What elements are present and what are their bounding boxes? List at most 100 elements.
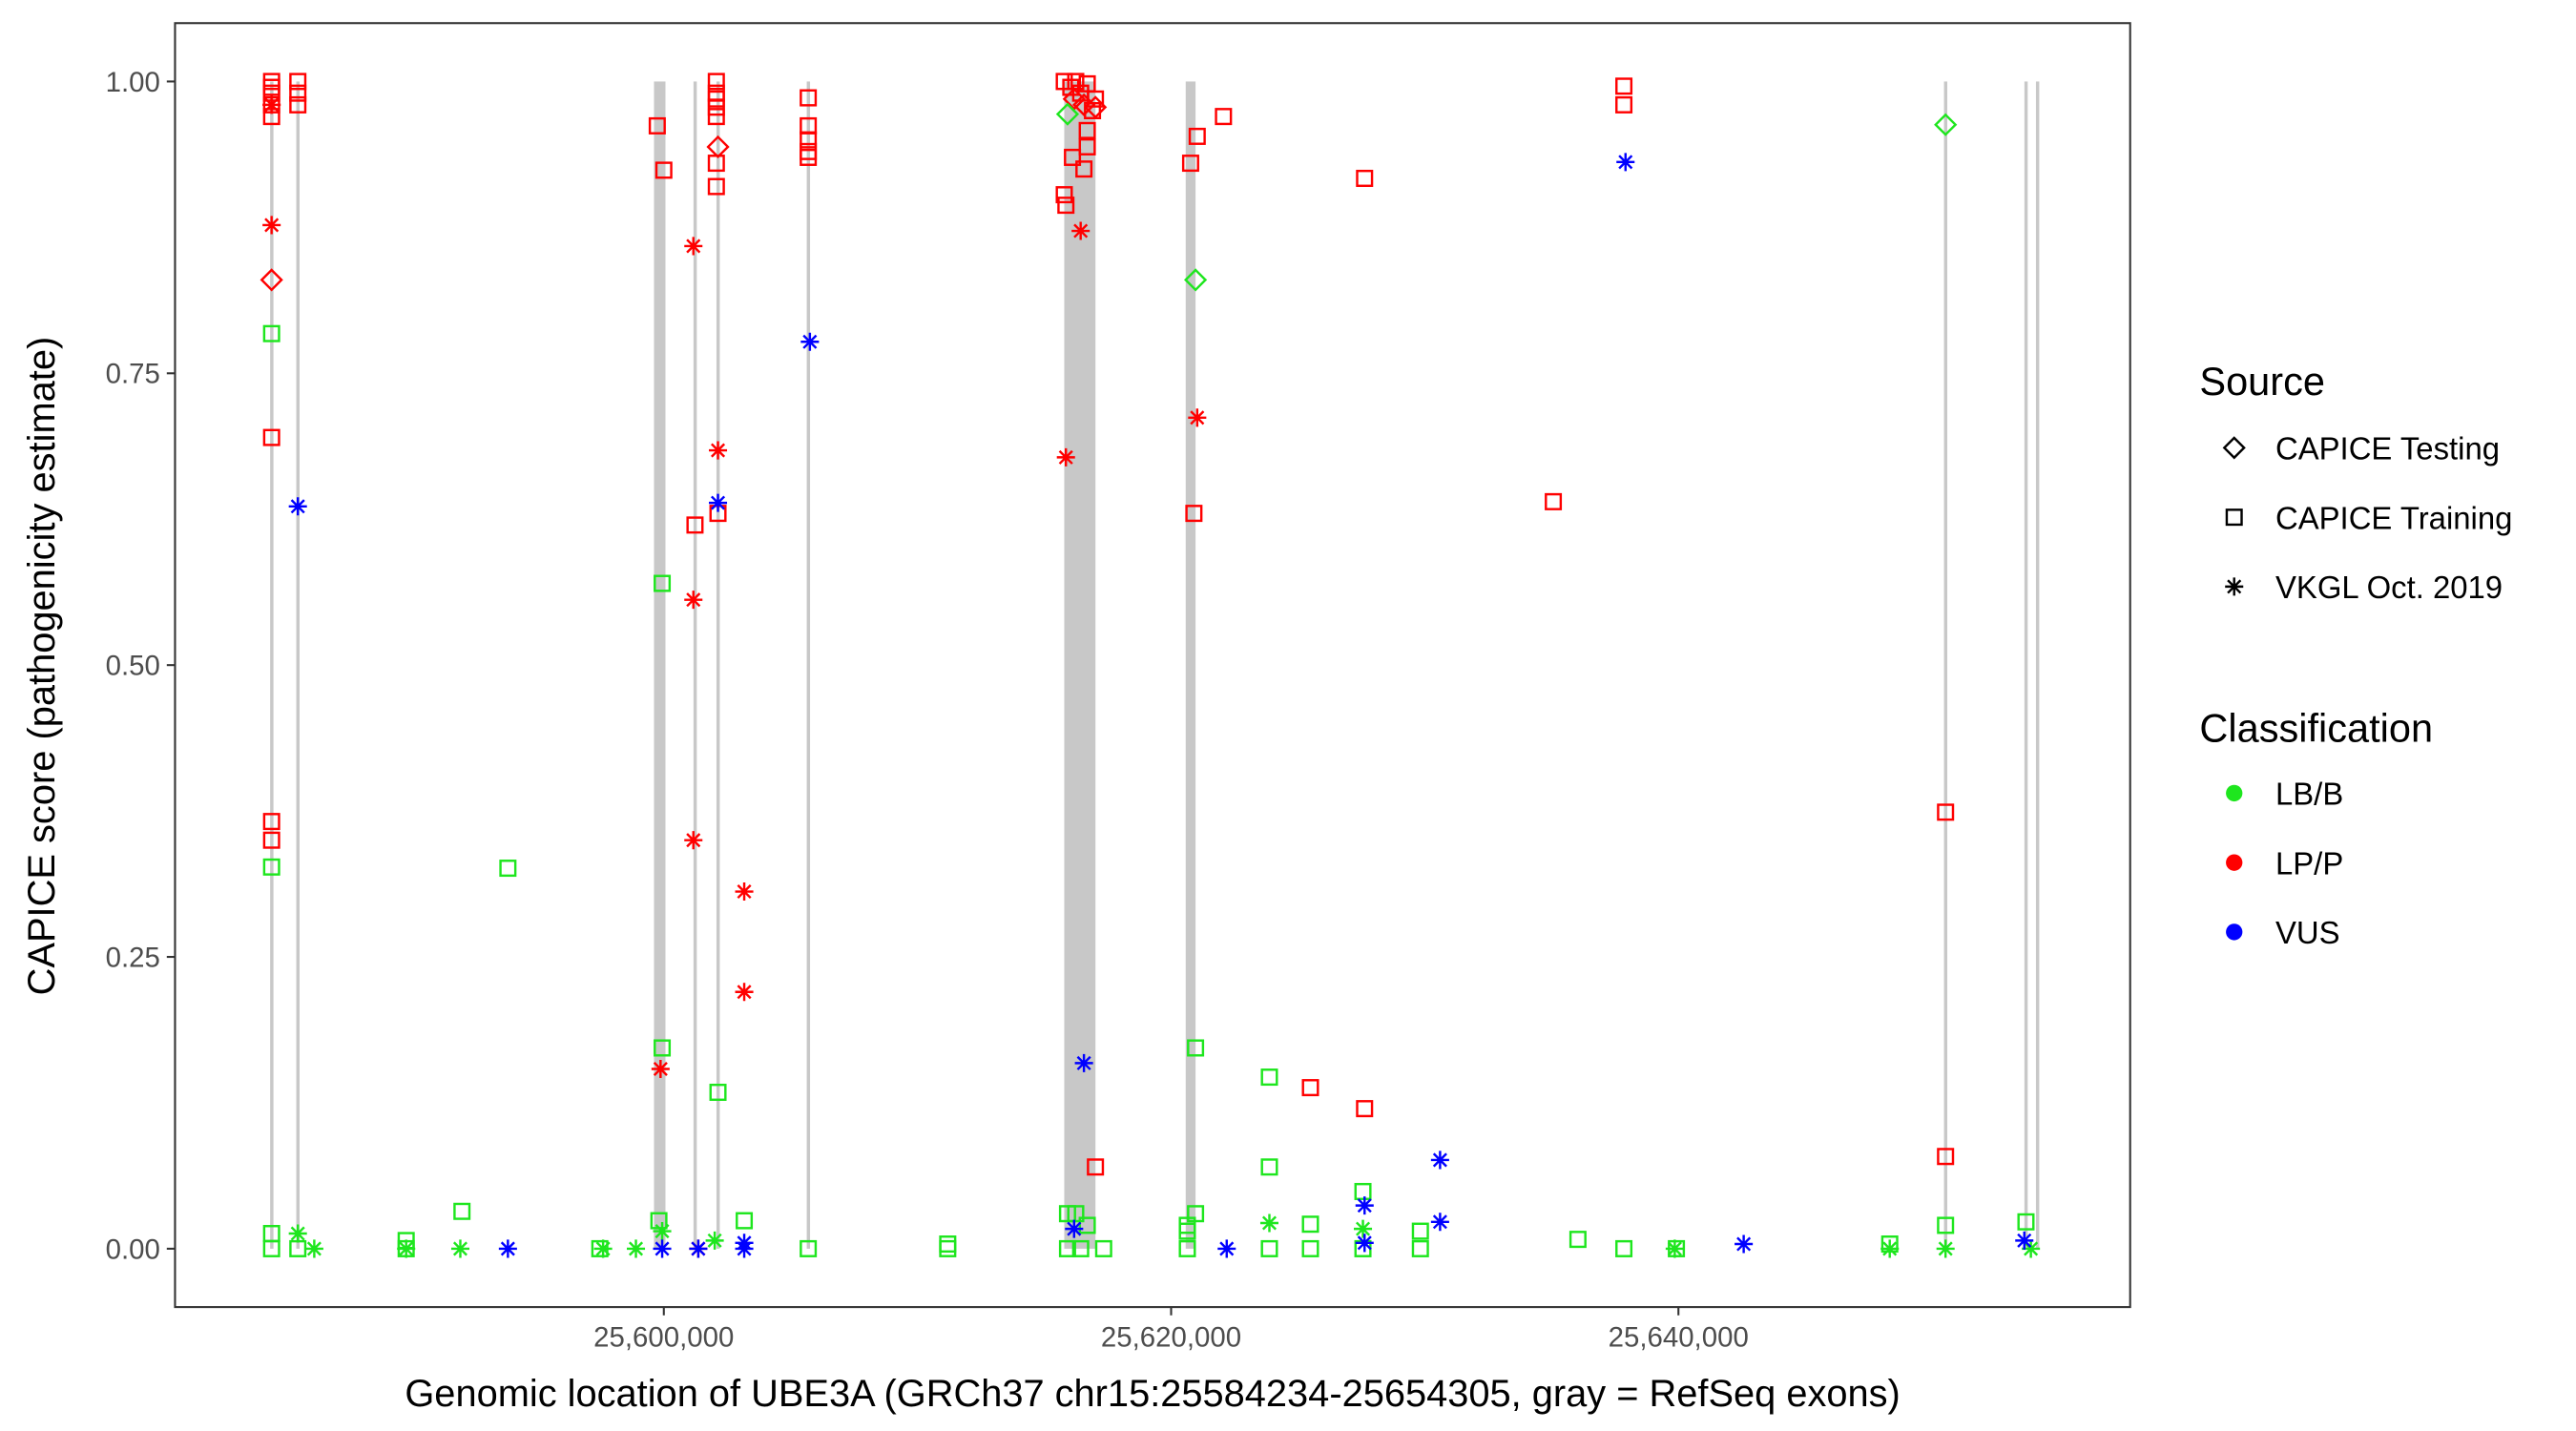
- data-point-vkgl-vus: [1355, 1196, 1374, 1215]
- data-point-vkgl-lb-b: [653, 1222, 672, 1241]
- data-point-vkgl-lp-p: [684, 591, 703, 610]
- data-point-training-lb-b: [262, 324, 280, 342]
- data-point-training-lb-b: [1301, 1215, 1319, 1234]
- data-point-training-lp-p: [1301, 1079, 1319, 1097]
- data-point-training-lp-p: [1185, 505, 1203, 523]
- data-point-training-lb-b: [939, 1235, 957, 1254]
- data-point-training-lp-p: [262, 813, 280, 831]
- legend-square-icon: [2225, 508, 2243, 527]
- data-point-testing-lb-b: [1055, 102, 1080, 126]
- data-point-training-lb-b: [1178, 1222, 1196, 1240]
- y-axis-title: CAPICE score (pathogenicity estimate): [21, 337, 63, 996]
- exon-band: [1943, 81, 1948, 1249]
- data-point-training-lp-p: [707, 155, 725, 173]
- data-point-testing-lp-p: [706, 135, 730, 159]
- exon-band: [2035, 81, 2040, 1249]
- data-point-vkgl-lb-b: [304, 1239, 323, 1258]
- data-point-training-lp-p: [1615, 77, 1633, 95]
- data-point-training-lp-p: [1181, 155, 1199, 173]
- data-point-training-lb-b: [654, 1039, 672, 1057]
- data-point-vkgl-lb-b: [2022, 1239, 2041, 1258]
- x-tick-label: 25,600,000: [593, 1322, 734, 1354]
- legend-source-training: CAPICE Training: [2275, 500, 2512, 535]
- exon-bands: [270, 81, 2040, 1249]
- data-point-training-lp-p: [707, 98, 725, 116]
- data-point-vkgl-vus: [709, 493, 728, 512]
- data-point-testing-lp-p: [1084, 95, 1108, 119]
- data-point-training-lp-p: [800, 89, 818, 107]
- y-tick-label: 0.75: [106, 359, 160, 390]
- legend-asterisk-icon: [2225, 577, 2244, 596]
- data-point-training-lp-p: [1067, 73, 1085, 91]
- data-point-training-lp-p: [800, 148, 818, 166]
- data-point-vkgl-lp-p: [684, 237, 703, 256]
- data-point-training-lp-p: [1937, 1148, 1955, 1166]
- data-point-training-lb-b: [1058, 1239, 1076, 1257]
- exon-band: [1185, 81, 1196, 1249]
- data-point-vkgl-lb-b: [397, 1239, 416, 1258]
- data-point-training-lp-p: [1057, 197, 1075, 215]
- data-point-vkgl-vus: [653, 1239, 672, 1258]
- data-point-testing-lp-p: [1062, 87, 1086, 111]
- exon-band: [296, 81, 301, 1249]
- data-point-vkgl-lp-p: [262, 95, 281, 114]
- data-point-training-lp-p: [1937, 803, 1955, 821]
- data-point-training-lb-b: [939, 1239, 957, 1257]
- data-point-training-lp-p: [1188, 127, 1206, 145]
- x-axis: 25,600,000 25,620,000 25,640,000: [593, 1307, 1749, 1354]
- data-point-training-lp-p: [654, 161, 673, 179]
- data-point-training-lb-b: [1260, 1239, 1278, 1257]
- data-point-vkgl-vus: [1065, 1219, 1084, 1238]
- data-point-training-lp-p: [1055, 186, 1073, 204]
- legend: Source Classification CAPICE Testing CAPI…: [2199, 359, 2512, 950]
- y-axis: 0.00 0.25 0.50 0.75 1.00: [106, 67, 176, 1265]
- data-point-vkgl-vus: [735, 1239, 754, 1258]
- data-point-vkgl-vus: [1430, 1213, 1449, 1232]
- data-point-vkgl-lp-p: [735, 983, 754, 1002]
- data-point-vkgl-lb-b: [1354, 1219, 1373, 1238]
- y-tick-label: 1.00: [106, 67, 160, 98]
- exon-band: [1064, 81, 1096, 1249]
- y-tick-label: 0.00: [106, 1234, 160, 1265]
- data-point-training-lp-p: [686, 516, 704, 534]
- data-point-vkgl-lp-p: [684, 831, 703, 850]
- x-tick-label: 25,640,000: [1609, 1322, 1749, 1354]
- legend-color-dot-icon: [2226, 854, 2243, 871]
- legend-source-vkgl: VKGL Oct. 2019: [2275, 570, 2503, 605]
- data-point-testing-lb-b: [1934, 113, 1958, 136]
- legend-classification-title: Classification: [2199, 706, 2433, 751]
- data-point-training-lp-p: [1615, 95, 1633, 114]
- exon-band: [2024, 81, 2028, 1249]
- data-point-training-lb-b: [1071, 1239, 1090, 1257]
- data-point-vkgl-lb-b: [288, 1224, 307, 1243]
- data-point-vkgl-vus: [689, 1239, 708, 1258]
- data-point-training-lp-p: [707, 177, 725, 196]
- legend-diamond-icon: [2222, 436, 2246, 460]
- exon-band: [270, 81, 274, 1249]
- exon-band: [806, 81, 811, 1249]
- data-point-vkgl-lp-p: [1188, 408, 1207, 427]
- data-point-training-lp-p: [648, 116, 666, 135]
- data-point-training-lb-b: [1094, 1239, 1112, 1257]
- data-point-vkgl-lb-b: [1936, 1239, 1955, 1258]
- data-point-training-lp-p: [800, 131, 818, 149]
- data-point-training-lp-p: [1545, 492, 1563, 510]
- data-point-training-lp-p: [1078, 121, 1096, 139]
- data-point-training-lb-b: [1301, 1239, 1319, 1257]
- legend-class-item: LP/P: [2275, 845, 2343, 881]
- legend-source-title: Source: [2199, 359, 2325, 404]
- legend-source-testing: CAPICE Testing: [2275, 431, 2500, 467]
- x-axis-title: Genomic location of UBE3A (GRCh37 chr15:…: [405, 1373, 1900, 1415]
- data-point-training-lb-b: [262, 1239, 280, 1257]
- data-point-training-lp-p: [289, 73, 307, 91]
- data-point-training-lb-b: [654, 574, 672, 592]
- y-tick-label: 0.50: [106, 651, 160, 682]
- legend-color-dot-icon: [2226, 784, 2243, 802]
- data-point-training-lb-b: [1187, 1039, 1205, 1057]
- data-point-vkgl-vus: [1735, 1234, 1754, 1254]
- data-point-vkgl-vus: [288, 497, 307, 516]
- data-point-vkgl-lp-p: [735, 882, 754, 902]
- data-point-training-lb-b: [499, 860, 517, 878]
- data-point-vkgl-lb-b: [1880, 1239, 1900, 1258]
